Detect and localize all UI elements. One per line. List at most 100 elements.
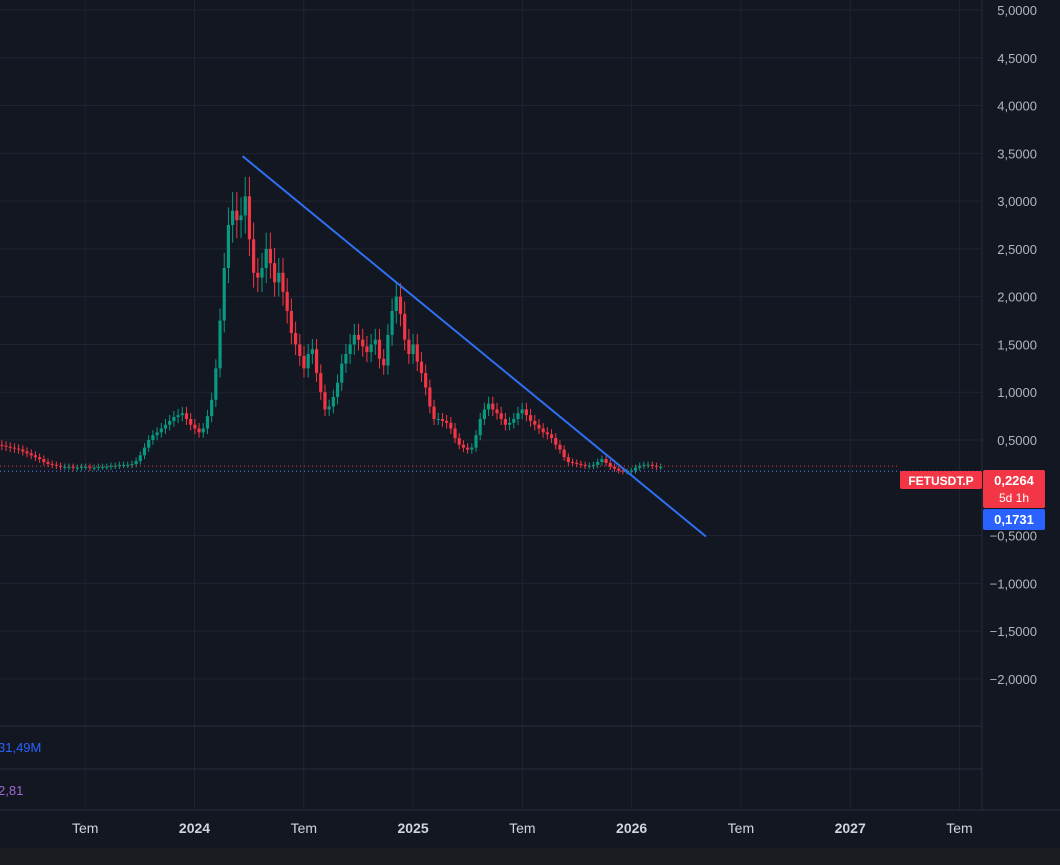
candle-body <box>247 196 252 240</box>
candle-body <box>46 461 50 464</box>
candle-body <box>646 464 650 466</box>
candle-body <box>205 416 210 429</box>
candle-body <box>373 339 377 345</box>
candle-body <box>222 268 226 321</box>
candle-body <box>197 428 201 433</box>
price-tick-label: 2,0000 <box>997 290 1037 305</box>
bottom-toolbar-strip <box>0 848 1060 865</box>
candle-body <box>591 464 596 466</box>
candle-body <box>461 444 466 448</box>
candle-body <box>272 263 277 283</box>
candle-body <box>411 344 415 354</box>
candle-body <box>449 422 453 429</box>
price-tick-label: −1,5000 <box>990 624 1037 639</box>
candle-body <box>218 320 222 369</box>
candle-body <box>12 447 17 449</box>
candle-body <box>17 448 21 450</box>
price-tick-label: −0,5000 <box>990 529 1037 544</box>
candle-body <box>528 415 533 421</box>
candle-body <box>621 470 625 472</box>
candle-body <box>570 461 575 463</box>
candle-body <box>331 397 335 407</box>
candle-body <box>142 447 147 456</box>
candle-body <box>214 368 218 400</box>
candle-body <box>252 239 256 273</box>
price-axis[interactable]: 5,0000 4,5000 4,0000 3,5000 3,0000 2,5000 2,00… <box>990 3 1037 687</box>
crosshair-price-badge: 0,1731 <box>983 509 1045 530</box>
candle-body <box>8 446 12 448</box>
candle-body <box>432 406 436 419</box>
candle-body <box>638 465 642 468</box>
price-tick-label: 5,0000 <box>997 3 1037 18</box>
candle-body <box>407 339 411 354</box>
candle-body <box>130 463 134 465</box>
candle-body <box>151 435 155 440</box>
candle-body <box>243 196 247 216</box>
candle-body <box>579 463 583 465</box>
candle-body <box>457 438 461 445</box>
candle-body <box>231 210 235 225</box>
price-tick-label: 2,5000 <box>997 242 1037 257</box>
candle-body <box>314 349 319 374</box>
time-tick-label: Tem <box>946 820 972 836</box>
candle-body <box>499 413 503 419</box>
candle-body <box>302 355 306 369</box>
candle-body <box>633 467 638 471</box>
candle-body <box>75 467 79 469</box>
symbol-price-label: FETUSDT.P <box>900 471 982 489</box>
candle-body <box>474 435 478 448</box>
candle-body <box>600 459 604 462</box>
candle-body <box>352 334 356 345</box>
candle-body <box>629 470 633 472</box>
time-tick-label: 2025 <box>397 820 428 836</box>
candle-body <box>436 418 440 420</box>
candle-body <box>88 466 92 468</box>
candle-body <box>306 354 310 369</box>
candle-body <box>29 453 33 456</box>
trendline[interactable] <box>241 155 707 538</box>
candle-body <box>193 424 197 429</box>
candle-body <box>545 432 549 435</box>
candle-body <box>587 465 591 467</box>
candle-body <box>84 466 88 468</box>
candle-body <box>63 466 67 468</box>
candle-body <box>583 464 587 466</box>
candle-body <box>105 466 109 468</box>
candle-body <box>575 462 579 464</box>
time-axis[interactable]: Tem 2024 Tem 2025 Tem 2026 Tem 2027 Tem <box>72 820 973 836</box>
candle-body <box>277 272 281 283</box>
candle-body <box>466 447 470 450</box>
candle-body <box>356 334 361 340</box>
candle-body <box>390 311 394 335</box>
time-tick-label: Tem <box>291 820 317 836</box>
candle-body <box>319 373 323 393</box>
candles <box>0 176 663 475</box>
candle-body <box>482 409 487 419</box>
candle-body <box>369 344 373 353</box>
candle-body <box>327 406 331 410</box>
candle-body <box>109 465 113 467</box>
candle-body <box>478 418 482 436</box>
candle-body <box>348 344 352 354</box>
candle-body <box>428 387 432 407</box>
candle-body <box>264 248 268 268</box>
candle-body <box>138 455 142 462</box>
candle-body <box>604 459 608 463</box>
time-tick-label: 2024 <box>179 820 210 836</box>
last-price-value: 0,2264 <box>994 473 1035 488</box>
candle-body <box>554 438 558 445</box>
candle-body <box>520 409 524 414</box>
candle-body <box>184 413 189 419</box>
candle-body <box>558 444 562 450</box>
candle-body <box>612 466 617 469</box>
candle-body <box>289 311 293 333</box>
candle-body <box>562 449 566 458</box>
candle-body <box>71 466 75 468</box>
candle-body <box>163 424 168 429</box>
price-tick-label: 4,5000 <box>997 51 1037 66</box>
horizontal-gridlines <box>0 9 982 680</box>
candle-body <box>67 466 71 468</box>
candle-body <box>54 464 58 466</box>
time-tick-label: 2027 <box>835 820 866 836</box>
